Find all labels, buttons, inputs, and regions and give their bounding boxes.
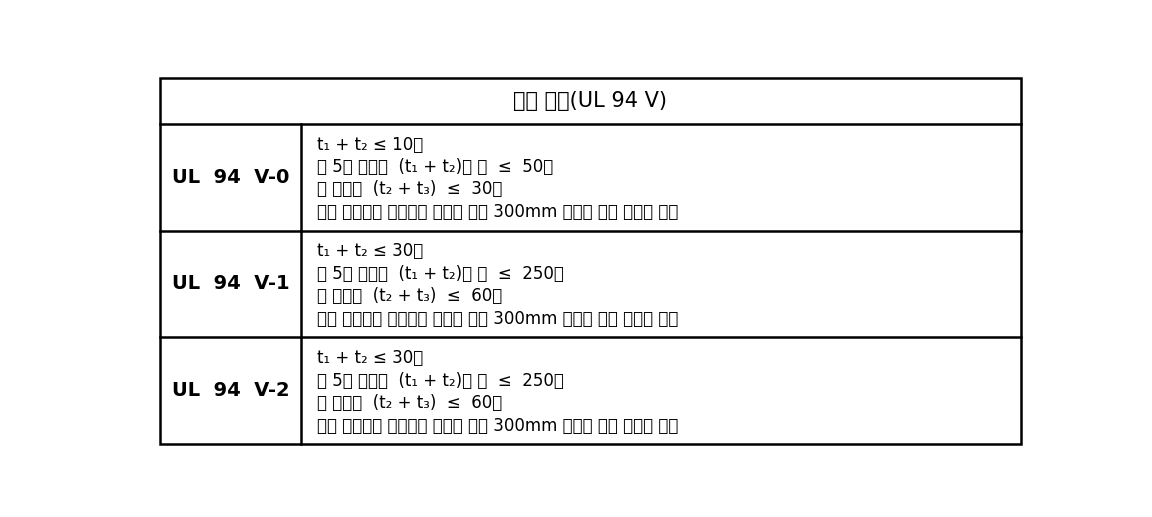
Text: 각 시편의  (t₂ + t₃)  ≤  60초: 각 시편의 (t₂ + t₃) ≤ 60초 — [317, 287, 502, 305]
Text: 슅 5개 시편의  (t₁ + t₂)의 합  ≤  50초: 슅 5개 시편의 (t₁ + t₂)의 합 ≤ 50초 — [317, 158, 553, 176]
Text: 각 시편의  (t₂ + t₃)  ≤  30초: 각 시편의 (t₂ + t₃) ≤ 30초 — [317, 180, 502, 199]
Text: 난연 등급(UL 94 V): 난연 등급(UL 94 V) — [514, 91, 667, 111]
Text: 슅 5개 시편의  (t₁ + t₂)의 합  ≤  250초: 슅 5개 시편의 (t₁ + t₂)의 합 ≤ 250초 — [317, 372, 564, 390]
Text: t₁ + t₂ ≤ 30초: t₁ + t₂ ≤ 30초 — [317, 349, 424, 367]
Text: t₁ + t₂ ≤ 30초: t₁ + t₂ ≤ 30초 — [317, 242, 424, 261]
Text: 불꽃 파편이나 덩어리가 떨어져 시편 300mm 아래의 싸의 연소성 없음: 불꽃 파편이나 덩어리가 떨어져 시편 300mm 아래의 싸의 연소성 없음 — [317, 310, 679, 328]
Text: UL  94  V-2: UL 94 V-2 — [172, 382, 289, 400]
Text: UL  94  V-1: UL 94 V-1 — [172, 275, 289, 294]
Text: 각 시편의  (t₂ + t₃)  ≤  60초: 각 시편의 (t₂ + t₃) ≤ 60초 — [317, 394, 502, 412]
Text: t₁ + t₂ ≤ 10초: t₁ + t₂ ≤ 10초 — [317, 135, 424, 154]
Text: 불꽃 파편이나 덩어리가 떨어져 시편 300mm 아래의 싸의 연소성 없음: 불꽃 파편이나 덩어리가 떨어져 시편 300mm 아래의 싸의 연소성 없음 — [317, 203, 679, 221]
Text: 슅 5개 시편의  (t₁ + t₂)의 합  ≤  250초: 슅 5개 시편의 (t₁ + t₂)의 합 ≤ 250초 — [317, 265, 564, 283]
Text: UL  94  V-0: UL 94 V-0 — [172, 168, 289, 187]
Text: 불꽃 파편이나 덩어리가 떨어져 시편 300mm 아래의 싸의 연소성 있음: 불꽃 파편이나 덩어리가 떨어져 시편 300mm 아래의 싸의 연소성 있음 — [317, 417, 679, 434]
